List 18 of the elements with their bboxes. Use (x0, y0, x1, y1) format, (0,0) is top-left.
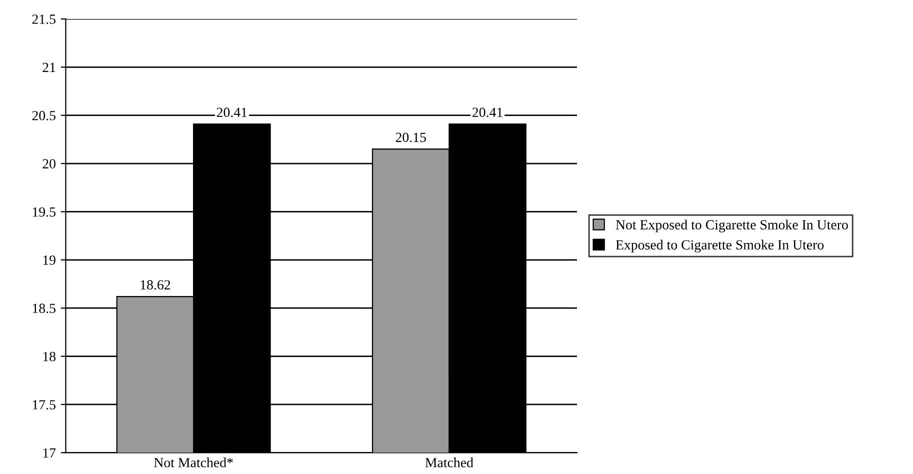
y-tick-label: 19 (43, 256, 56, 265)
y-tick-label: 19.5 (32, 207, 56, 217)
data-label: 18.62 (140, 280, 170, 290)
y-tick-label: 21 (42, 62, 56, 72)
y-tick-label: 21.5 (32, 14, 56, 24)
y-tick-label: 18 (43, 352, 56, 362)
y-tick-label: 17 (43, 448, 56, 458)
data-label: 20.41 (216, 108, 247, 118)
y-tick-label: 20.5 (32, 110, 56, 120)
x-tick-label: Matched (425, 458, 474, 468)
legend-label: Exposed to Cigarette Smoke In Utero (616, 240, 824, 252)
data-label: 20.41 (472, 108, 502, 118)
y-tick-label: 18.5 (32, 304, 56, 314)
y-tick-label: 17.5 (32, 400, 56, 410)
data-label: 20.15 (396, 132, 426, 142)
y-tick-label: 20 (42, 159, 56, 168)
legend-label: Not Exposed to Cigarette Smoke In Utero (616, 220, 848, 232)
x-tick-label: Not Matched* (154, 458, 233, 468)
